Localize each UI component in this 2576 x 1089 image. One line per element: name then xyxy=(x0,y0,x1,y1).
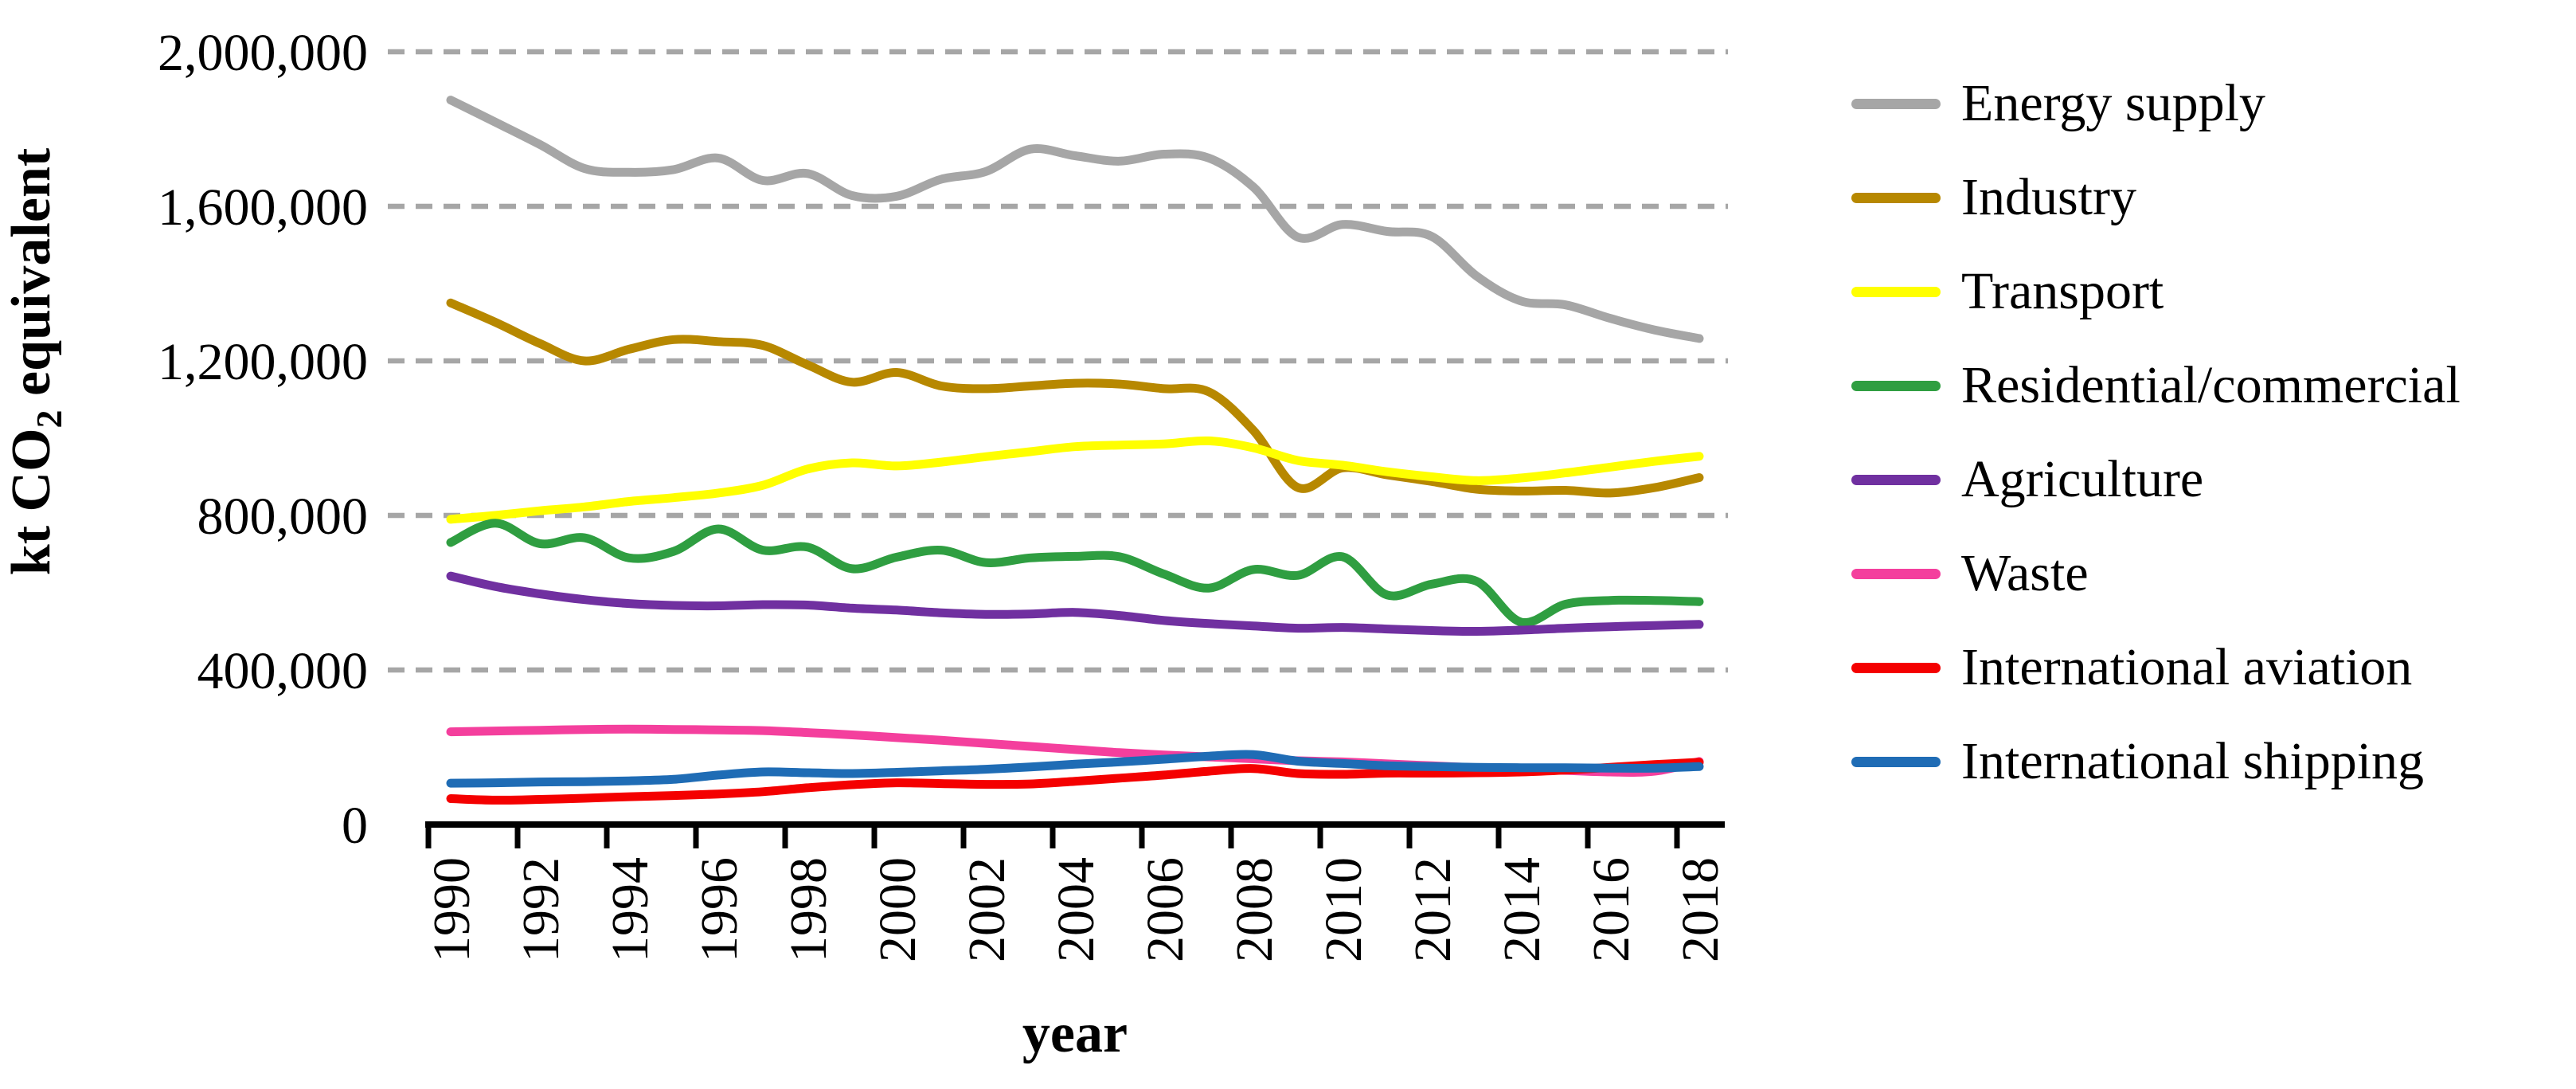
series-line-energy-supply xyxy=(446,96,1704,343)
y-tick-label: 400,000 xyxy=(197,642,369,700)
y-tick-label: 800,000 xyxy=(197,488,369,546)
x-axis-title: year xyxy=(1022,1003,1128,1064)
x-tick-label: 1998 xyxy=(780,857,838,962)
series-line-industry xyxy=(446,298,1704,498)
series-line-residential-commercial xyxy=(446,519,1704,628)
x-tick-label: 1996 xyxy=(690,857,749,962)
series-line-agriculture xyxy=(446,571,1704,637)
y-axis-title-subscript: 2 xyxy=(29,409,69,429)
x-tick-label: 2006 xyxy=(1136,857,1194,962)
series-line-international-aviation xyxy=(446,758,1704,805)
x-tick-label: 2010 xyxy=(1315,857,1373,962)
x-tick-label: 2008 xyxy=(1225,857,1284,962)
x-tick-label: 1992 xyxy=(512,857,570,962)
y-tick-label: 1,600,000 xyxy=(158,178,368,237)
y-axis-title: kt CO2 equivalent xyxy=(0,0,70,760)
x-tick-label: 2012 xyxy=(1404,857,1462,962)
x-tick-label: 2002 xyxy=(958,857,1016,962)
y-axis-title-main: kt CO xyxy=(1,428,62,576)
x-tick-label: 2018 xyxy=(1671,857,1730,962)
x-tick-label: 2014 xyxy=(1493,857,1551,962)
series-line-transport xyxy=(446,436,1704,524)
y-tick-label: 0 xyxy=(342,797,368,855)
x-tick-label: 2016 xyxy=(1582,857,1640,962)
x-tick-label: 1990 xyxy=(423,857,481,962)
series-line-international-shipping xyxy=(446,750,1704,788)
y-axis-title-rest: equivalent xyxy=(1,147,62,410)
x-tick-label: 2000 xyxy=(869,857,927,962)
x-tick-label: 2004 xyxy=(1047,857,1105,962)
y-tick-label: 2,000,000 xyxy=(158,24,368,82)
y-tick-label: 1,200,000 xyxy=(158,333,368,391)
x-tick-label: 1994 xyxy=(601,857,659,962)
